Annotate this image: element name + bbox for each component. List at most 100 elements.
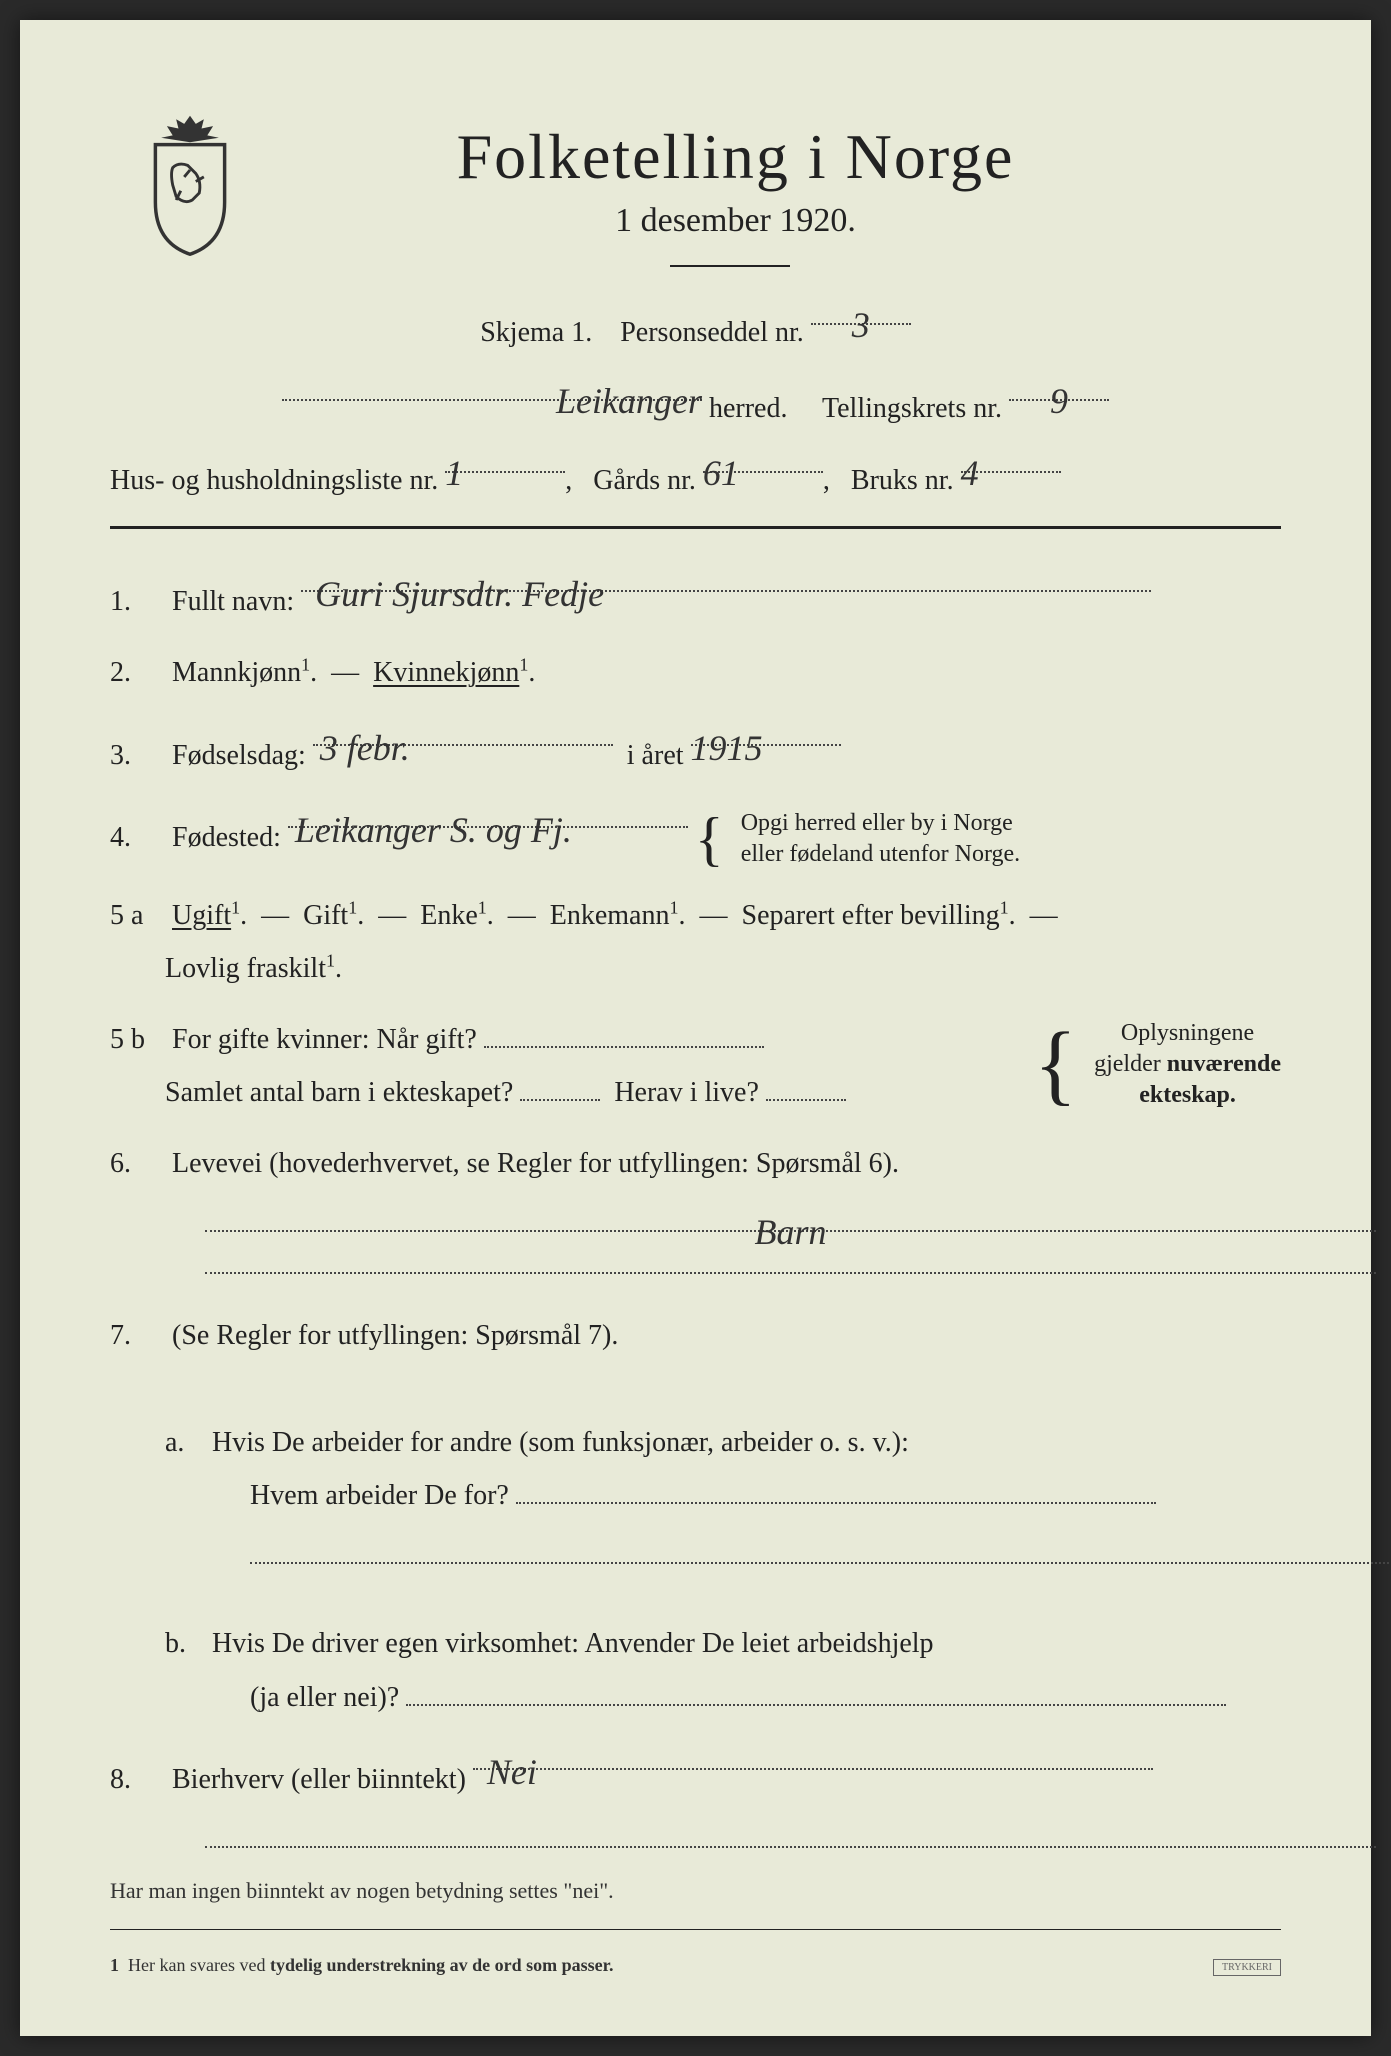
q3-year-label: i året <box>627 740 684 771</box>
bruks-value: 4 <box>961 441 979 506</box>
q5b-note: Oplysningene gjelder nuværende ekteskap. <box>1094 1018 1281 1112</box>
herred-label: herred. <box>709 393 788 424</box>
q5b-field2 <box>520 1073 600 1101</box>
bruks-label: Bruks nr. <box>851 465 954 496</box>
q7b-field <box>406 1678 1226 1706</box>
q5a-num: 5 a <box>110 889 165 942</box>
q7-num: 7. <box>110 1309 165 1362</box>
q7b-text1: Hvis De driver egen virksomhet: Anvender… <box>212 1628 934 1659</box>
q8-value: Nei <box>487 1738 537 1806</box>
question-2: 2. Mannkjønn1. — Kvinnekjønn1. <box>110 646 1281 699</box>
q1-num: 1. <box>110 575 165 628</box>
tellingskrets-field: 9 <box>1009 373 1109 401</box>
q6-field: Barn <box>205 1200 1376 1232</box>
q4-field: Leikanger S. og Fj. <box>288 800 688 828</box>
q7-label: (Se Regler for utfyllingen: Spørsmål 7). <box>172 1320 618 1351</box>
q5b-note1: Oplysningene <box>1121 1020 1254 1046</box>
husliste-line: Hus- og husholdningsliste nr. 1, Gårds n… <box>110 445 1281 506</box>
q6-num: 6. <box>110 1137 165 1190</box>
coat-of-arms-icon <box>130 110 250 260</box>
q3-year-value: 1915 <box>691 714 763 782</box>
husliste-label: Hus- og husholdningsliste nr. <box>110 465 438 496</box>
question-4: 4. Fødested: Leikanger S. og Fj. { Opgi … <box>110 800 1281 871</box>
personseddel-field: 3 <box>811 297 911 325</box>
q2-mann: Mannkjønn <box>172 657 301 688</box>
q5a-separert: Separert efter bevilling <box>742 900 1000 931</box>
q3-day-value: 3 febr. <box>320 714 410 782</box>
q4-value: Leikanger S. og Fj. <box>295 796 572 864</box>
page-subtitle: 1 desember 1920. <box>190 202 1281 240</box>
q7a-num: a. <box>165 1416 205 1469</box>
q5b-note2: gjelder nuværende <box>1094 1051 1281 1077</box>
q5a-fraskilt: Lovlig fraskilt <box>165 953 326 984</box>
q5a-enkemann: Enkemann <box>550 900 670 931</box>
personseddel-label: Personseddel nr. <box>620 317 804 348</box>
q8-field: Nei <box>473 1742 1153 1770</box>
q7b-text2: (ja eller nei)? <box>250 1682 399 1713</box>
skjema-label: Skjema 1. <box>480 317 592 348</box>
question-8: 8. Bierhverv (eller biinntekt) Nei <box>110 1742 1281 1848</box>
gards-label: Gårds nr. <box>593 465 696 496</box>
footnote-divider <box>110 1929 1281 1930</box>
q6-label: Levevei (hovederhvervet, se Regler for u… <box>172 1148 899 1179</box>
question-3: 3. Fødselsdag: 3 febr. i året 1915 <box>110 718 1281 782</box>
q1-label: Fullt navn: <box>172 586 294 617</box>
herred-field: Leikanger <box>282 373 702 401</box>
q7a-field <box>516 1476 1156 1504</box>
gards-field: 61 <box>703 445 823 473</box>
skjema-line: Skjema 1. Personseddel nr. 3 <box>110 297 1281 358</box>
q5a-enke: Enke <box>420 900 478 931</box>
q7a-text1: Hvis De arbeider for andre (som funksjon… <box>212 1427 909 1458</box>
question-5b: 5 b For gifte kvinner: Når gift? { Oplys… <box>110 1013 1281 1119</box>
q3-num: 3. <box>110 729 165 782</box>
herred-line: Leikanger herred. Tellingskrets nr. 9 <box>110 373 1281 434</box>
page-title: Folketelling i Norge <box>190 120 1281 194</box>
brace-icon-2: { <box>1034 1029 1077 1101</box>
personseddel-value: 3 <box>852 293 870 358</box>
q5b-field1 <box>484 1020 764 1048</box>
q8-num: 8. <box>110 1753 165 1806</box>
q1-field: Guri Sjursdtr. Fedje <box>301 564 1151 592</box>
q2-num: 2. <box>110 646 165 699</box>
footnote-2: 1 Her kan svares ved tydelig understrekn… <box>110 1955 1281 1976</box>
q5b-note-wrap: { Oplysningene gjelder nuværende ekteska… <box>1034 1018 1281 1112</box>
q5b-field3 <box>766 1073 846 1101</box>
gards-value: 61 <box>703 441 739 506</box>
bruks-field: 4 <box>961 445 1061 473</box>
footnote-2-num: 1 <box>110 1955 119 1975</box>
q4-note1: Opgi herred eller by i Norge <box>741 810 1013 836</box>
q7b-num: b. <box>165 1617 205 1670</box>
q5b-label1: For gifte kvinner: Når gift? <box>172 1024 477 1055</box>
q4-label: Fødested: <box>172 822 281 853</box>
q2-kvinne: Kvinnekjønn <box>373 657 519 688</box>
question-7: 7. (Se Regler for utfyllingen: Spørsmål … <box>110 1309 1281 1723</box>
q3-year-field: 1915 <box>691 718 841 746</box>
question-6: 6. Levevei (hovederhvervet, se Regler fo… <box>110 1137 1281 1274</box>
q7a-field-2 <box>250 1532 1391 1564</box>
q8-label: Bierhverv (eller biinntekt) <box>172 1764 466 1795</box>
printer-stamp: TRYKKERI <box>1213 1959 1281 1976</box>
question-5a: 5 a Ugift1. — Gift1. — Enke1. — Enkemann… <box>110 889 1281 995</box>
q4-num: 4. <box>110 811 165 864</box>
q5a-gift: Gift <box>303 900 348 931</box>
q3-label: Fødselsdag: <box>172 740 306 771</box>
q5b-note3: ekteskap. <box>1139 1082 1236 1108</box>
husliste-value: 1 <box>445 441 463 506</box>
q5b-num: 5 b <box>110 1013 165 1066</box>
q5b-label2: Samlet antal barn i ekteskapet? <box>165 1077 513 1108</box>
q5a-ugift: Ugift <box>172 900 231 931</box>
form-header: Folketelling i Norge 1 desember 1920. <box>110 120 1281 267</box>
question-1: 1. Fullt navn: Guri Sjursdtr. Fedje <box>110 564 1281 628</box>
tellingskrets-label: Tellingskrets nr. <box>822 393 1002 424</box>
husliste-field: 1 <box>445 445 565 473</box>
herred-value: Leikanger <box>556 369 702 434</box>
brace-icon: { <box>695 815 724 863</box>
q6-value: Barn <box>755 1198 827 1266</box>
q5b-label3: Herav i live? <box>614 1077 759 1108</box>
q8-field-2 <box>205 1816 1376 1848</box>
q3-day-field: 3 febr. <box>313 718 613 746</box>
q4-note2: eller fødeland utenfor Norge. <box>741 841 1020 867</box>
q7a-text2: Hvem arbeider De for? <box>250 1480 509 1511</box>
header-divider <box>670 265 790 267</box>
q1-value: Guri Sjursdtr. Fedje <box>315 560 604 628</box>
